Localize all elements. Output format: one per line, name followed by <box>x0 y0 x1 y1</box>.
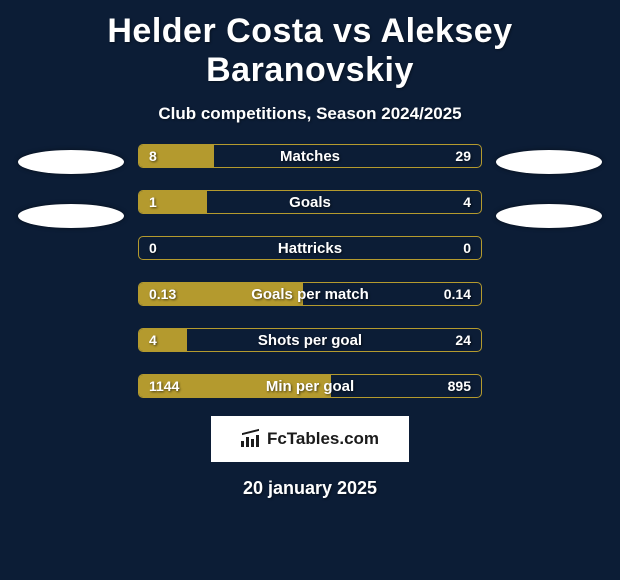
stat-value-right: 24 <box>455 329 471 351</box>
subtitle: Club competitions, Season 2024/2025 <box>0 104 620 124</box>
stat-row: 8Matches29 <box>138 144 482 168</box>
stat-value-right: 895 <box>448 375 471 397</box>
stat-value-right: 29 <box>455 145 471 167</box>
player-right-figures <box>496 144 602 228</box>
stat-bars: 8Matches29 1Goals4 0Hattricks0 0.13Goals pe… <box>138 144 482 398</box>
stat-row: 1Goals4 <box>138 190 482 214</box>
stat-label: Matches <box>139 145 481 167</box>
stat-row: 1144Min per goal895 <box>138 374 482 398</box>
page-title: Helder Costa vs Aleksey Baranovskiy <box>0 0 620 90</box>
stat-value-right: 0.14 <box>444 283 471 305</box>
body-shape-right <box>496 204 602 228</box>
brand-badge[interactable]: FcTables.com <box>211 416 409 462</box>
stat-value-right: 0 <box>463 237 471 259</box>
chart-icon <box>241 431 261 447</box>
comparison-region: 8Matches29 1Goals4 0Hattricks0 0.13Goals pe… <box>0 144 620 398</box>
stat-row: 0.13Goals per match0.14 <box>138 282 482 306</box>
stat-label: Goals per match <box>139 283 481 305</box>
date-label: 20 january 2025 <box>0 478 620 499</box>
stat-label: Hattricks <box>139 237 481 259</box>
player-left-figures <box>18 144 124 228</box>
head-shape-left <box>18 150 124 174</box>
body-shape-left <box>18 204 124 228</box>
stat-row: 0Hattricks0 <box>138 236 482 260</box>
stat-label: Min per goal <box>139 375 481 397</box>
stat-row: 4Shots per goal24 <box>138 328 482 352</box>
stat-value-right: 4 <box>463 191 471 213</box>
stat-label: Shots per goal <box>139 329 481 351</box>
brand-text: FcTables.com <box>267 429 379 449</box>
head-shape-right <box>496 150 602 174</box>
stat-label: Goals <box>139 191 481 213</box>
